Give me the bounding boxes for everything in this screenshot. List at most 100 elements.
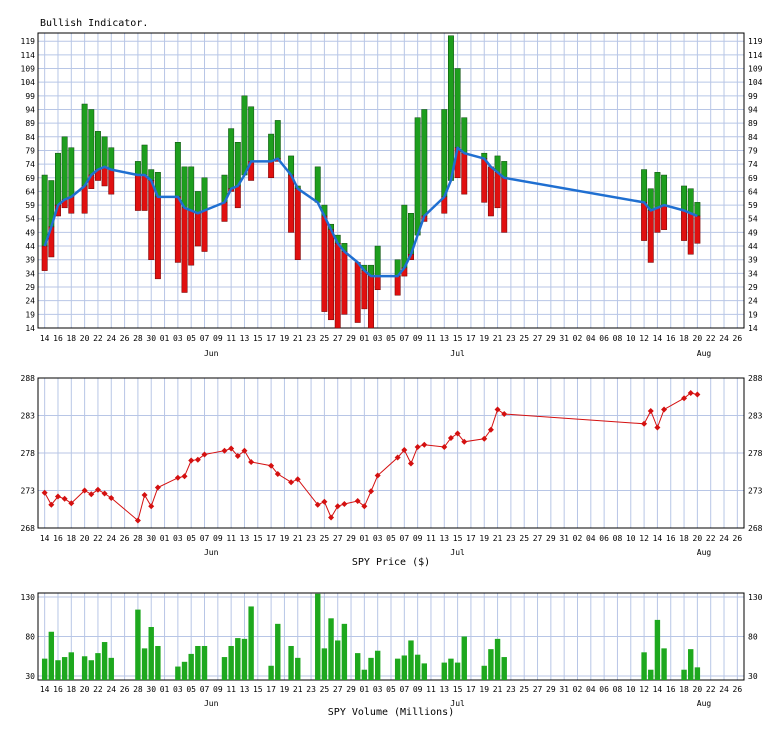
price-xtick: 03 [373, 534, 383, 543]
volume-bar [68, 652, 75, 680]
price-xtick: 20 [80, 534, 90, 543]
indicator-xtick: 25 [519, 334, 529, 343]
volume-xtick: 11 [226, 685, 236, 694]
indicator-ytick-right: 19 [748, 310, 758, 319]
indicator-down-bar [641, 202, 648, 241]
indicator-ytick-right: 119 [748, 37, 763, 46]
volume-xtick: 19 [280, 685, 290, 694]
indicator-up-bar [661, 174, 668, 206]
volume-xtick: 16 [53, 685, 63, 694]
price-xtick: 06 [599, 534, 609, 543]
price-point [274, 471, 281, 477]
price-xtick: 26 [120, 534, 130, 543]
price-xtick: 25 [320, 534, 330, 543]
price-xtick: 11 [426, 534, 436, 543]
price-point [248, 459, 255, 465]
price-point [454, 430, 461, 437]
indicator-xtick: 17 [266, 334, 276, 343]
indicator-down-bar [221, 202, 228, 222]
indicator-xtick: 20 [693, 334, 703, 343]
volume-bar [368, 657, 374, 680]
indicator-xtick: 29 [346, 334, 356, 343]
volume-bar [95, 653, 101, 680]
price-point [414, 444, 421, 450]
price-xtick: 23 [506, 534, 516, 543]
volume-chart-xlabel: SPY Volume (Millions) [328, 707, 454, 718]
price-point [68, 500, 75, 507]
volume-xtick: 21 [293, 685, 303, 694]
price-xtick: 27 [533, 534, 543, 543]
indicator-xtick: 09 [413, 334, 423, 343]
volume-bar [175, 666, 181, 680]
indicator-month-label: Jul [450, 349, 465, 358]
price-point [447, 435, 454, 441]
indicator-xtick: 18 [679, 334, 689, 343]
indicator-ytick-left: 49 [25, 228, 35, 237]
price-xtick: 19 [479, 534, 489, 543]
indicator-ytick-right: 29 [748, 283, 758, 292]
price-xtick: 13 [240, 534, 250, 543]
indicator-xtick: 05 [186, 334, 196, 343]
indicator-ytick-left: 59 [25, 201, 35, 210]
price-point [41, 489, 48, 496]
volume-bar [448, 658, 454, 680]
volume-bar [241, 638, 248, 680]
indicator-xtick: 25 [320, 334, 330, 343]
volume-bar [494, 638, 501, 680]
price-xtick: 21 [493, 534, 503, 543]
indicator-ytick-left: 69 [25, 174, 35, 183]
volume-ytick-right: 80 [748, 633, 758, 642]
price-point [374, 472, 381, 479]
indicator-ytick-right: 24 [748, 297, 758, 306]
indicator-up-bar [274, 120, 281, 159]
indicator-ytick-right: 89 [748, 119, 758, 128]
indicator-up-bar [41, 174, 48, 247]
price-point [368, 488, 375, 495]
volume-xtick: 25 [519, 685, 529, 694]
indicator-up-bar [134, 161, 141, 176]
price-xtick: 31 [559, 534, 569, 543]
volume-bar [421, 663, 428, 680]
indicator-down-bar [148, 180, 155, 260]
indicator-xtick: 01 [360, 334, 370, 343]
volume-bar [155, 645, 161, 680]
volume-xtick: 07 [200, 685, 210, 694]
indicator-ytick-right: 69 [748, 174, 758, 183]
indicator-xtick: 15 [453, 334, 463, 343]
volume-xtick: 03 [173, 685, 183, 694]
indicator-up-bar [268, 133, 275, 162]
price-month-label: Jul [450, 548, 465, 557]
indicator-down-bar [361, 270, 368, 310]
price-point [201, 451, 208, 458]
price-xtick: 09 [413, 534, 423, 543]
price-xtick: 08 [613, 534, 623, 543]
indicator-down-bar [374, 275, 381, 291]
indicator-xtick: 14 [40, 334, 50, 343]
price-point [501, 411, 508, 417]
indicator-ytick-left: 24 [25, 297, 35, 306]
indicator-xtick: 16 [53, 334, 63, 343]
volume-xtick: 19 [479, 685, 489, 694]
price-point [81, 487, 88, 494]
indicator-up-bar [201, 177, 208, 211]
volume-bar [401, 655, 408, 680]
indicator-ytick-left: 64 [25, 187, 35, 196]
indicator-up-bar [68, 147, 75, 198]
volume-xtick: 18 [679, 685, 689, 694]
price-point [681, 395, 688, 402]
indicator-ytick-right: 34 [748, 269, 758, 278]
indicator-down-bar [494, 172, 501, 209]
volume-bar [135, 609, 141, 680]
price-point [647, 408, 654, 414]
price-point [321, 498, 328, 505]
price-point [48, 501, 55, 508]
volume-bar [501, 657, 507, 680]
indicator-ytick-right: 104 [748, 78, 763, 87]
volume-xtick: 23 [506, 685, 516, 694]
volume-month-label: Jun [204, 699, 219, 708]
price-xtick: 24 [106, 534, 116, 543]
price-xtick: 26 [733, 534, 743, 543]
price-point [494, 406, 501, 413]
volume-bar [88, 660, 94, 680]
price-xtick: 24 [719, 534, 729, 543]
